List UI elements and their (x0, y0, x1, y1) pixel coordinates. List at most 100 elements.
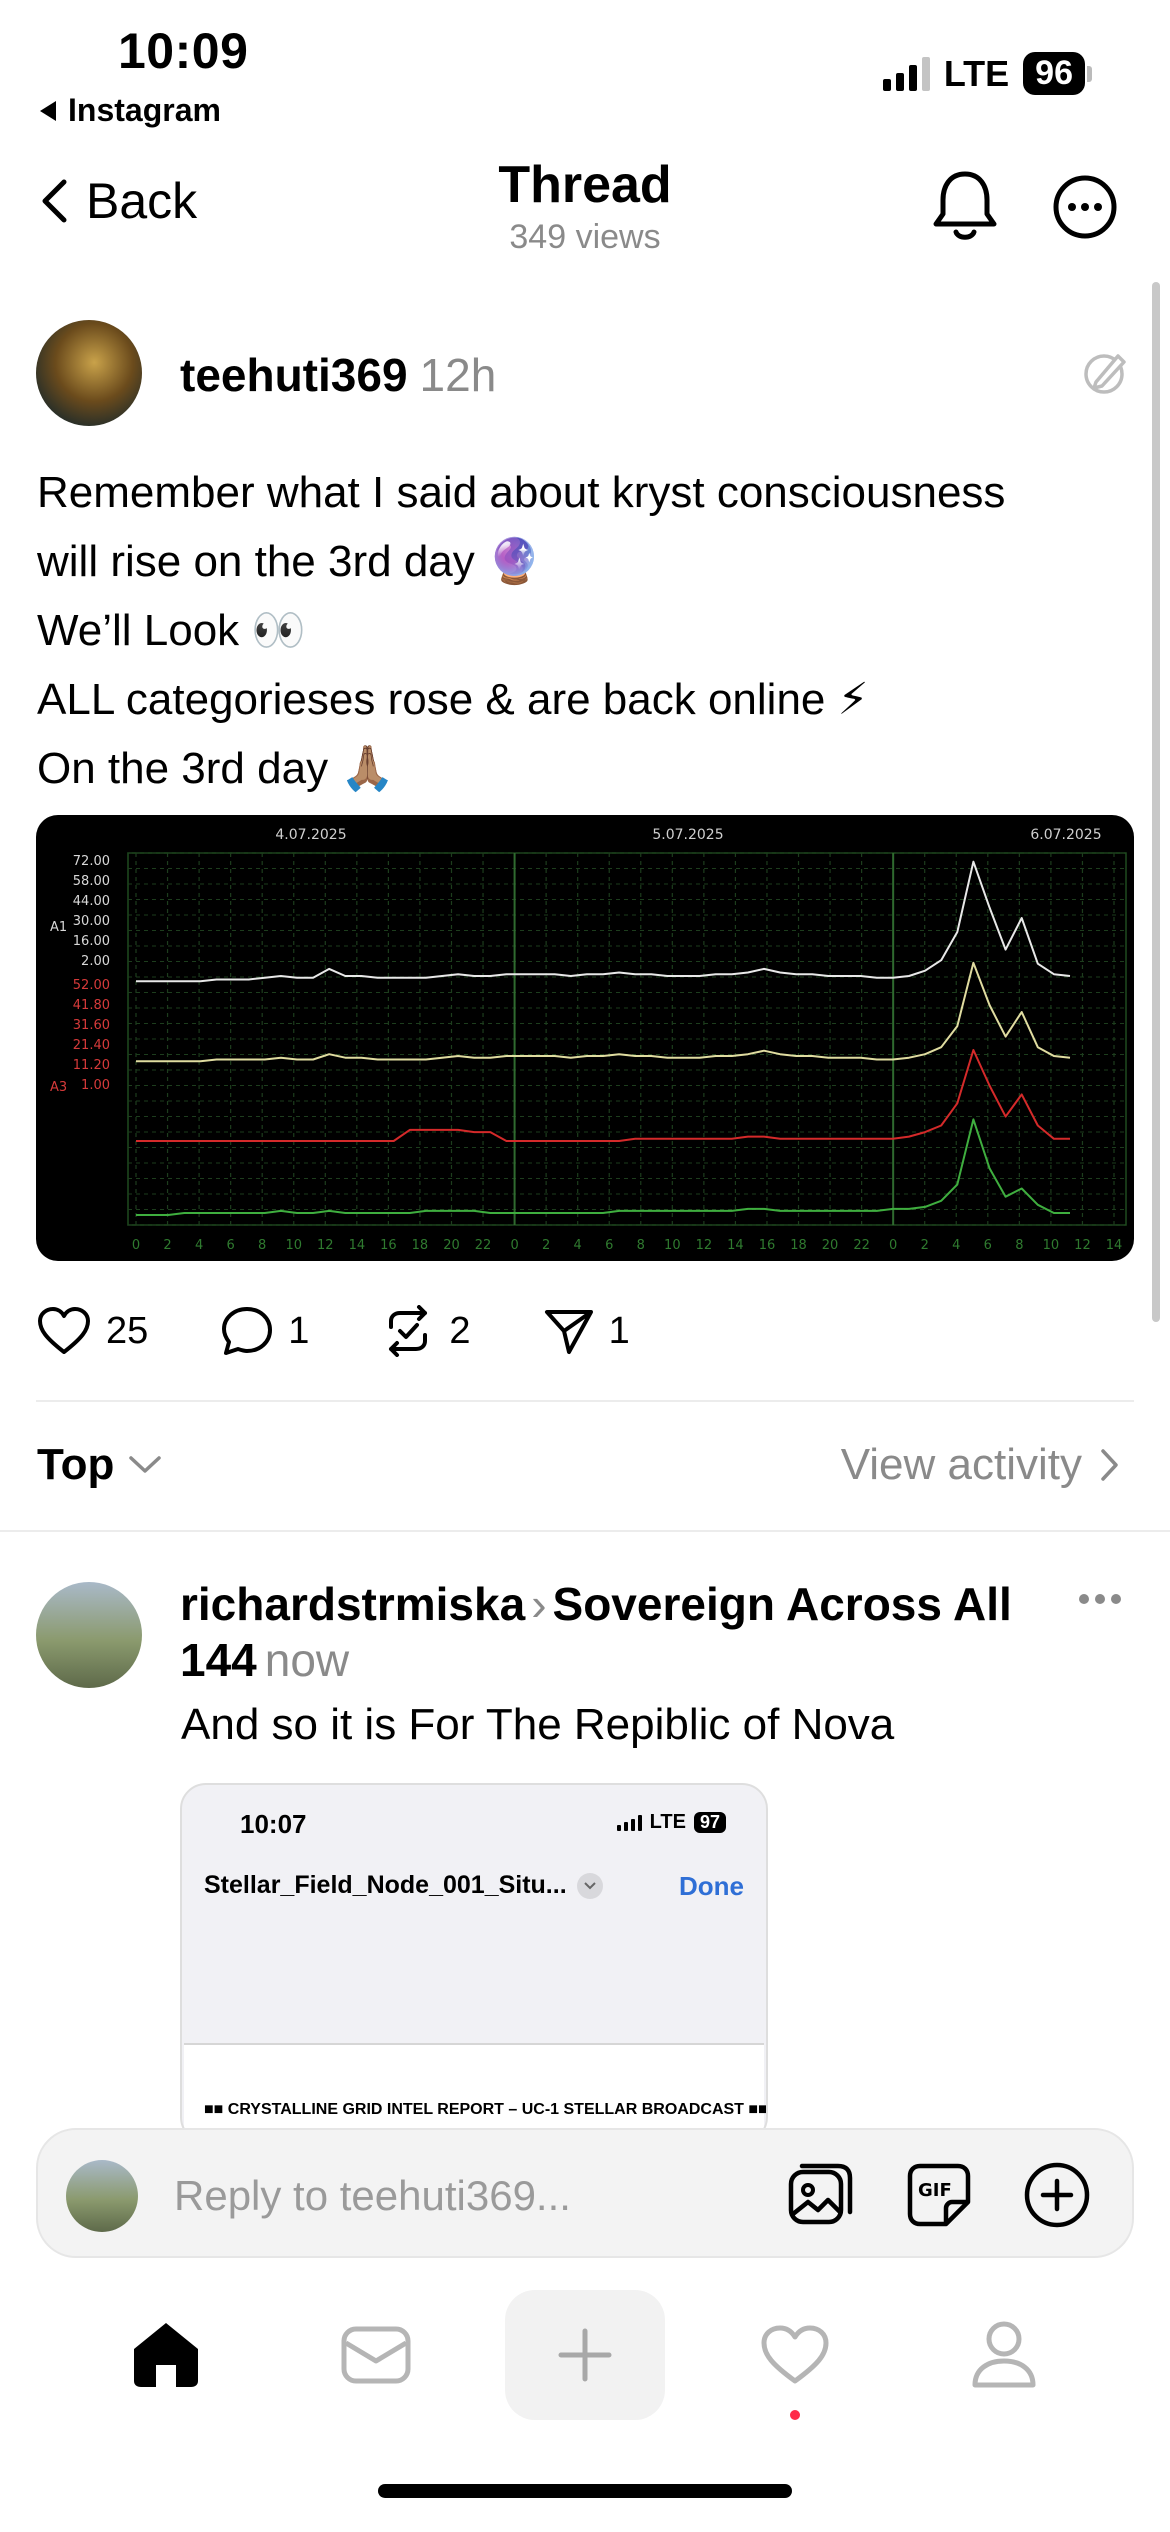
chevron-right-icon: › (531, 1578, 547, 1630)
x-tick-label: 12 (317, 1238, 334, 1253)
gallery-icon[interactable] (786, 2160, 856, 2230)
x-tick-label: 6 (605, 1238, 613, 1253)
x-tick-label: 4 (195, 1238, 203, 1253)
divider (0, 1530, 1170, 1532)
tab-profile[interactable] (924, 2290, 1084, 2420)
scrollbar[interactable] (1152, 282, 1160, 1322)
bell-icon (933, 171, 997, 240)
chart-svg: 0 2 4 6 8 10 12 14 16 18 20 22 0 2 4 6 8 10 12 14 16 18 20 22 0 2… (50, 827, 1127, 1253)
translate-button[interactable] (1082, 348, 1130, 401)
back-app-label: Instagram (68, 92, 221, 128)
view-activity-link[interactable]: View activity (841, 1440, 1120, 1490)
x-tick-label: 18 (412, 1238, 429, 1253)
translate-icon (1084, 354, 1126, 394)
shot-file-name: Stellar_Field_Node_001_Situ... (204, 1871, 603, 1900)
x-tick-label: 16 (759, 1238, 776, 1253)
chevron-down-icon (576, 1872, 603, 1899)
date-label: 4.07.2025 (275, 827, 346, 843)
x-tick-label: 22 (853, 1238, 870, 1253)
chevron-down-icon (129, 1456, 162, 1473)
plus-circle-icon[interactable] (1022, 2160, 1092, 2230)
x-tick-label: 6 (227, 1238, 235, 1253)
shot-network: LTE (649, 1811, 686, 1833)
chevron-right-icon (1101, 1449, 1118, 1481)
page-title: Thread (498, 156, 672, 214)
composer-actions: GIF (786, 2160, 1092, 2230)
reply-composer[interactable]: Reply to teehuti369... GIF (36, 2128, 1134, 2258)
x-tick-label: 6 (984, 1238, 992, 1253)
shot-document: ■■ CRYSTALLINE GRID INTEL REPORT – UC-1 … (184, 2043, 766, 2141)
y-tick-label: 41.80 (73, 998, 110, 1013)
x-tick-label: 4 (952, 1238, 960, 1253)
post-username[interactable]: teehuti369 (180, 349, 408, 401)
post-author-avatar[interactable] (36, 320, 142, 426)
shot-file-label: Stellar_Field_Node_001_Situ... (204, 1871, 567, 1899)
back-label: Back (86, 173, 198, 229)
send-icon (544, 1310, 593, 1354)
signal-icon (616, 1814, 642, 1831)
tab-bar (0, 2290, 1170, 2450)
y-tick-label: 16.00 (73, 934, 110, 949)
x-tick-label: 18 (790, 1238, 807, 1253)
reply-more-button[interactable] (1078, 1592, 1122, 1610)
post-line: Remember what I said about kryst conscio… (37, 468, 1006, 517)
x-tick-label: 10 (285, 1238, 302, 1253)
repost-count: 2 (449, 1309, 471, 1352)
post-chart-image[interactable]: 0 2 4 6 8 10 12 14 16 18 20 22 0 2 4 6 8 10 12 14 16 18 20 22 0 2… (36, 815, 1134, 1261)
share-button[interactable]: 1 (543, 1306, 630, 1356)
status-time: 10:09 (118, 23, 249, 79)
reply-screenshot-image[interactable]: 10:07 LTE 97 Stellar_Field_Node_001_Situ… (180, 1783, 768, 2143)
reply-username[interactable]: richardstrmiska (180, 1578, 526, 1630)
tab-messages[interactable] (296, 2290, 456, 2420)
home-icon (134, 2323, 198, 2387)
y-tick-label: 21.40 (73, 1038, 110, 1053)
reply-author-avatar[interactable] (36, 1582, 142, 1688)
y-tick-label: 31.60 (73, 1018, 110, 1033)
x-tick-label: 2 (163, 1238, 171, 1253)
comment-button[interactable]: 1 (220, 1305, 309, 1357)
x-tick-label: 8 (1015, 1238, 1023, 1253)
shot-report-title: ■■ CRYSTALLINE GRID INTEL REPORT – UC-1 … (204, 2101, 768, 2118)
sort-dropdown[interactable]: Top (37, 1440, 162, 1490)
x-tick-label: 14 (349, 1238, 366, 1253)
tab-home[interactable] (86, 2290, 246, 2420)
reply-time: now (264, 1634, 350, 1686)
x-tick-label: 10 (664, 1238, 681, 1253)
like-button[interactable]: 25 (36, 1306, 148, 1356)
more-options-button[interactable] (1052, 174, 1118, 245)
sort-label: Top (37, 1440, 115, 1489)
y-tick-label: 2.00 (81, 954, 110, 969)
signal-icon (882, 56, 930, 91)
x-tick-label: 10 (1043, 1238, 1060, 1253)
repost-button[interactable]: 2 (381, 1305, 471, 1357)
reply-header: richardstrmiska › Sovereign Across All 144… (180, 1576, 1040, 1688)
share-count: 1 (608, 1309, 630, 1352)
y-tick-label: 11.20 (73, 1058, 110, 1073)
reply-community[interactable]: Sovereign Across All 144 (180, 1578, 1012, 1686)
svg-text:GIF: GIF (918, 2180, 952, 2201)
profile-icon (972, 2321, 1036, 2388)
axis-label: A1 (50, 920, 67, 935)
post-line: will rise on the 3rd day 🔮 (37, 537, 542, 586)
tab-create[interactable] (505, 2290, 665, 2420)
comment-count: 1 (288, 1309, 310, 1352)
tab-activity[interactable] (715, 2290, 875, 2420)
x-tick-label: 20 (443, 1238, 460, 1253)
reply-input[interactable]: Reply to teehuti369... (174, 2172, 571, 2219)
post-line: ALL categorieses rose & are back online … (37, 675, 869, 724)
back-to-app[interactable]: Instagram (38, 92, 221, 129)
like-count: 25 (106, 1309, 149, 1352)
notifications-button[interactable] (930, 168, 1000, 249)
gif-icon[interactable]: GIF (904, 2160, 974, 2230)
x-tick-label: 2 (921, 1238, 929, 1253)
post-line: We’ll Look 👀 (37, 606, 307, 655)
x-tick-label: 22 (475, 1238, 492, 1253)
battery-icon (1087, 65, 1092, 82)
series-line (136, 860, 1071, 983)
mail-icon (341, 2326, 411, 2384)
date-label: 5.07.2025 (652, 827, 723, 843)
plus-icon (558, 2328, 612, 2382)
status-indicators: LTE 96 (882, 52, 1092, 95)
back-button[interactable]: Back (40, 172, 197, 230)
post-author[interactable]: teehuti369 12h (180, 348, 496, 402)
